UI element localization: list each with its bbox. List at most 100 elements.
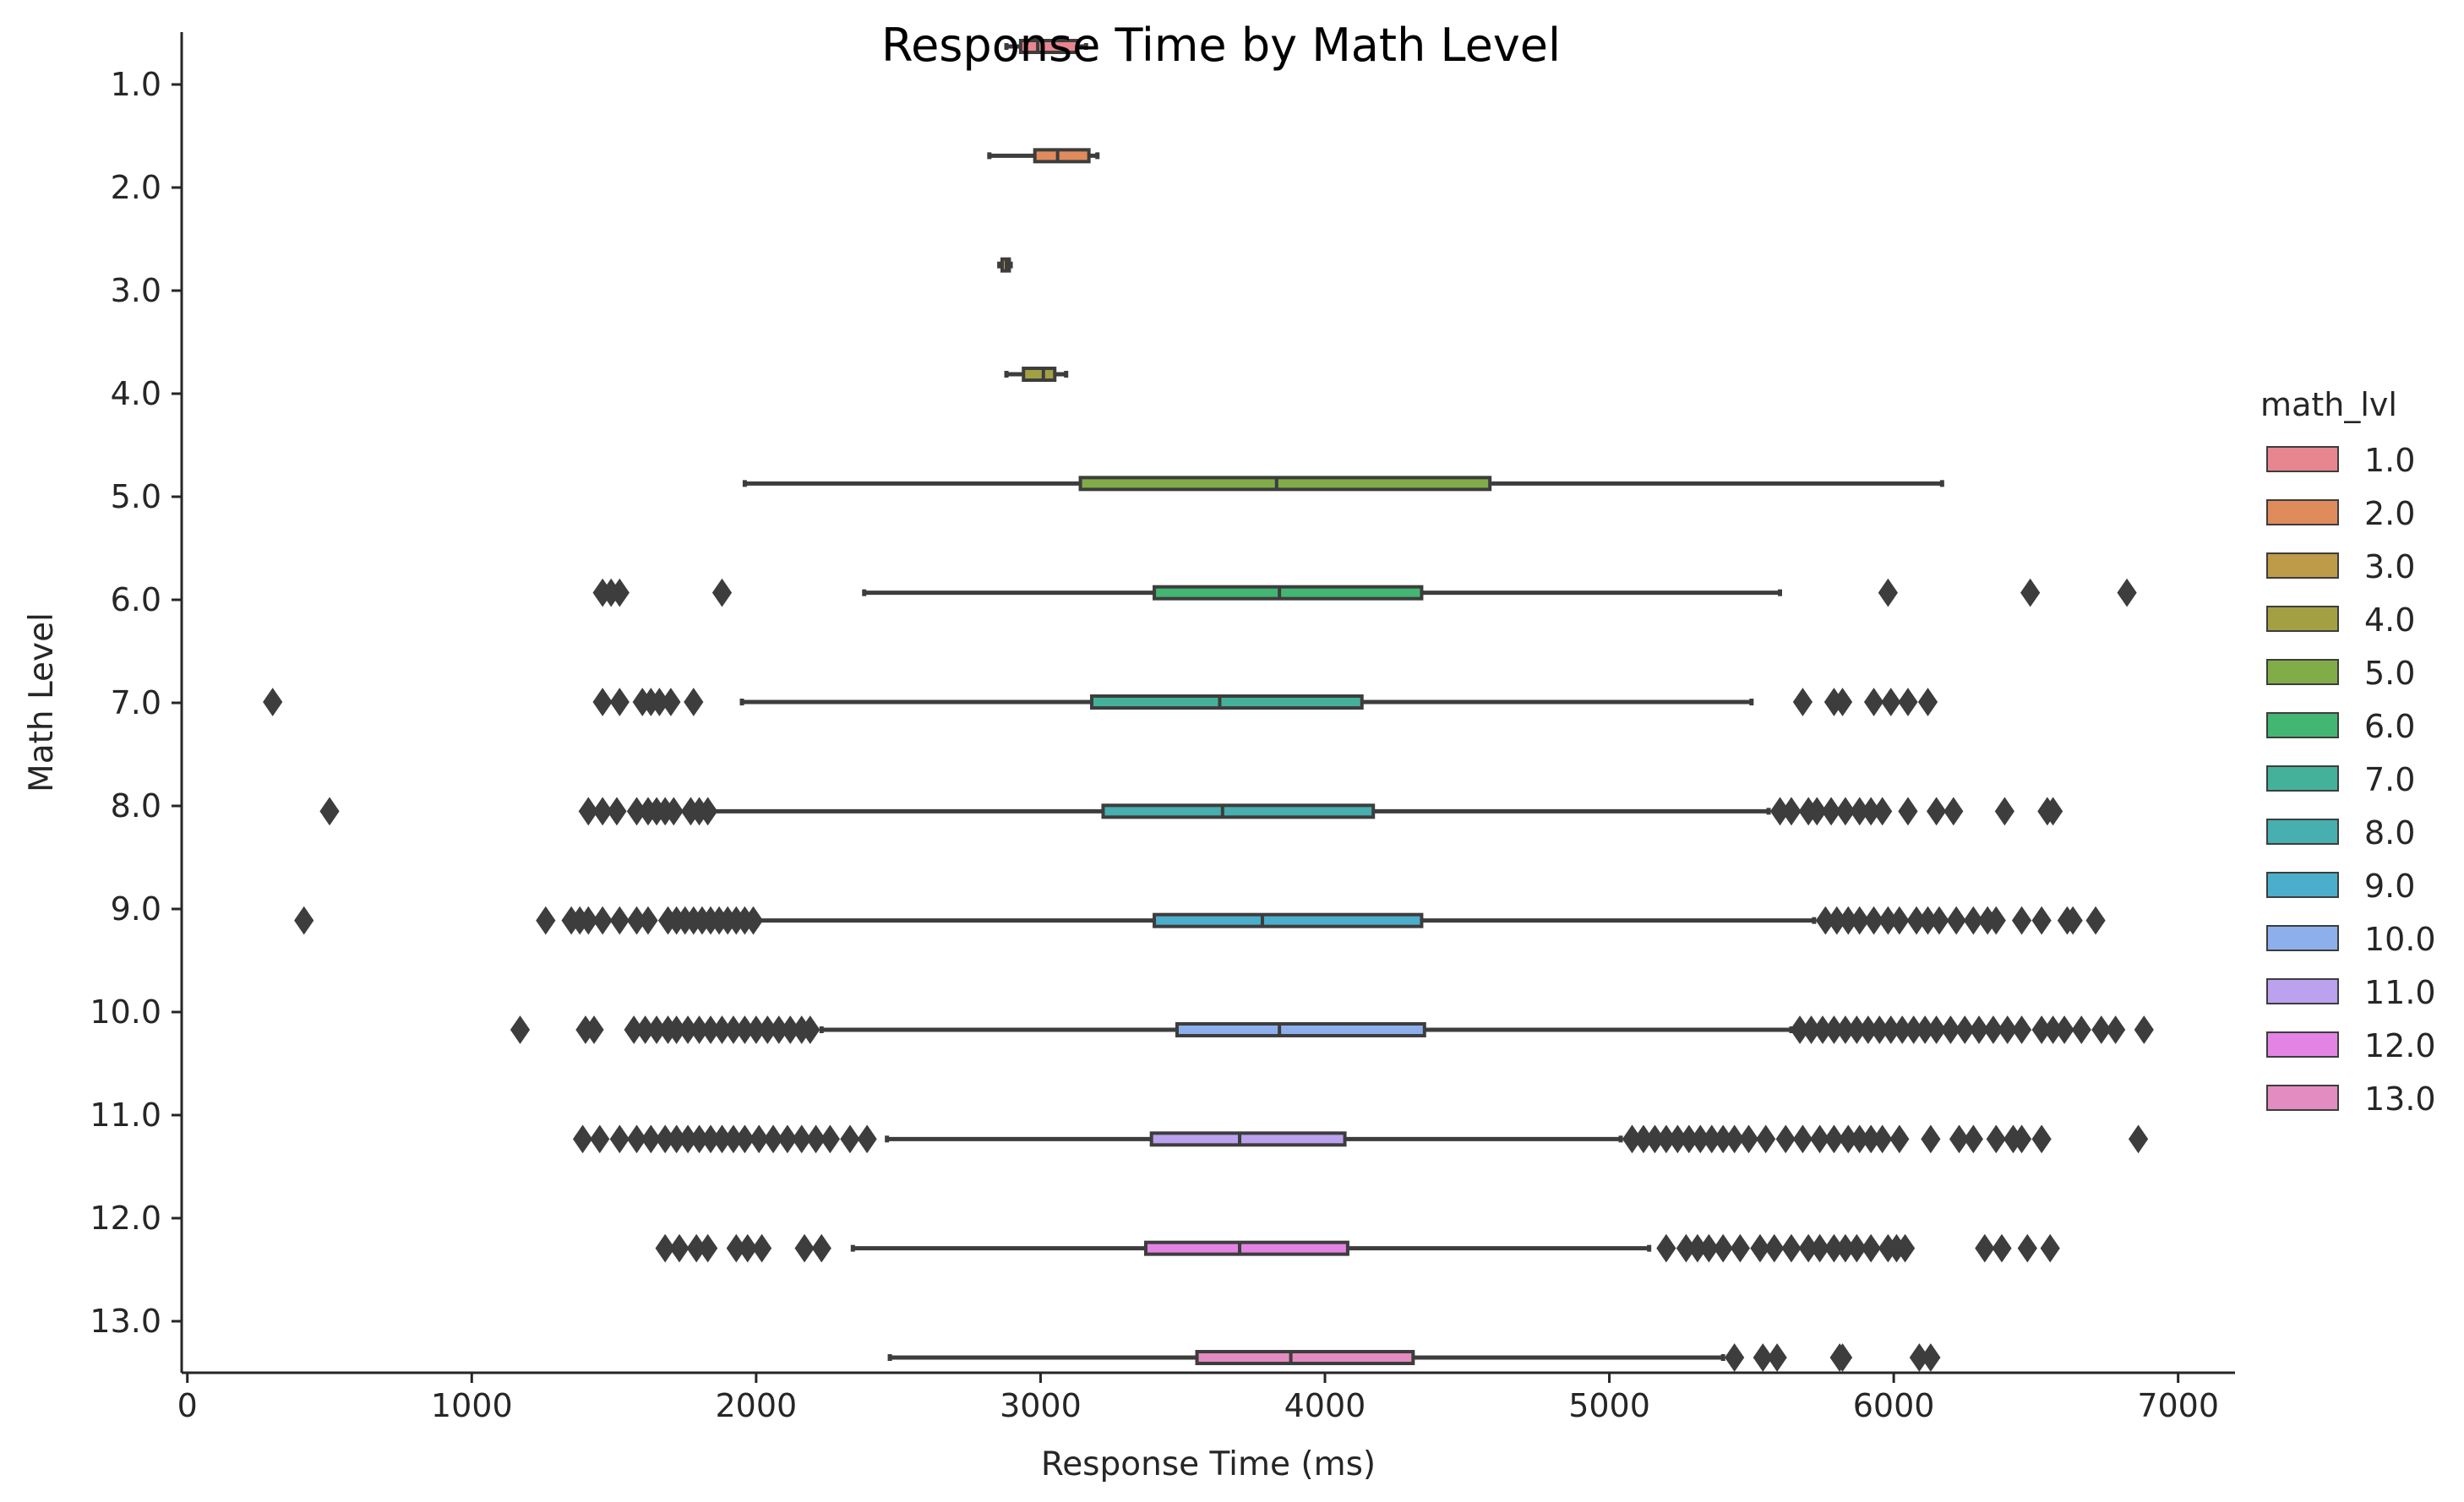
y-tick-label: 9.0 [111, 890, 161, 928]
outlier-point [857, 1124, 877, 1154]
outlier-point [1863, 906, 1884, 935]
legend-entry: 5.0 [2266, 655, 2415, 692]
outlier-point [1873, 1124, 1893, 1154]
outlier-point [1764, 1233, 1785, 1263]
box-group-5.0 [742, 476, 1944, 492]
outlier-point [294, 906, 314, 935]
y-tick-label: 6.0 [111, 581, 161, 618]
outlier-point [2042, 797, 2063, 826]
legend-entry: 2.0 [2266, 495, 2415, 532]
legend-label: 12.0 [2364, 1027, 2436, 1064]
chart-title: Response Time by Math Level [881, 19, 1561, 72]
outlier-point [1725, 1124, 1745, 1154]
box-iqr [1101, 803, 1376, 819]
outlier-point [2017, 1233, 2037, 1263]
outlier-point [1873, 797, 1893, 826]
y-tick-label: 1.0 [111, 66, 161, 103]
box-iqr [1033, 148, 1091, 164]
outlier-point [609, 906, 630, 935]
box-group-8.0 [319, 797, 2063, 826]
legend-swatch [2266, 712, 2339, 738]
y-tick-label: 5.0 [111, 478, 161, 515]
outlier-point [263, 688, 283, 716]
outlier-point [1943, 797, 1964, 826]
y-tick-label: 7.0 [111, 684, 161, 721]
outlier-point [2063, 906, 2083, 935]
outlier-point [1986, 1124, 2006, 1154]
legend-label: 10.0 [2364, 921, 2436, 958]
outlier-point [763, 1124, 783, 1154]
outlier-point [2128, 1124, 2149, 1154]
outlier-point [1921, 1124, 1941, 1154]
box-group-1.0 [1004, 39, 1088, 54]
outlier-point [1807, 797, 1827, 826]
outlier-point [536, 906, 556, 935]
x-tick-label: 6000 [1853, 1387, 1935, 1424]
outlier-point [794, 1233, 815, 1263]
outlier-point [319, 797, 340, 826]
x-tick-label: 1000 [431, 1387, 513, 1424]
box-group-9.0 [294, 906, 2106, 935]
outlier-point [1775, 1124, 1796, 1154]
outlier-point [1921, 1343, 1941, 1372]
box-group-3.0 [997, 257, 1013, 273]
box-group-4.0 [1004, 367, 1069, 382]
legend-label: 5.0 [2364, 655, 2415, 692]
outlier-point [1792, 1124, 1813, 1154]
box-group-13.0 [887, 1343, 1941, 1372]
outlier-point [1781, 797, 1802, 826]
legend-label: 9.0 [2364, 868, 2415, 905]
outlier-point [1821, 797, 1841, 826]
outlier-point [572, 1124, 593, 1154]
outlier-point [777, 1124, 798, 1154]
legend-swatch [2266, 446, 2339, 472]
outlier-point [1861, 1233, 1881, 1263]
outlier-point [1810, 1233, 1830, 1263]
y-tick-label: 11.0 [90, 1097, 161, 1134]
box-group-6.0 [592, 578, 2137, 607]
y-tick-label: 4.0 [111, 375, 161, 412]
axes-layer: 0 1000 2000 3000 4000 5000 6000 7000 1.0 2.0 3.0 4… [90, 32, 2235, 1424]
outlier-point [1835, 797, 1856, 826]
outlier-point [655, 1233, 675, 1263]
outlier-point [1781, 1233, 1802, 1263]
outlier-point [661, 688, 681, 716]
outlier-point [743, 906, 764, 935]
outlier-point [2134, 1015, 2154, 1044]
legend-entry: 13.0 [2266, 1080, 2436, 1118]
outlier-point [1898, 688, 1918, 716]
outlier-point [811, 1233, 831, 1263]
legend-label: 4.0 [2364, 601, 2415, 639]
outlier-point [1730, 1233, 1750, 1263]
outlier-point [1949, 1124, 1970, 1154]
box-iqr [1022, 367, 1057, 382]
y-tick-label: 2.0 [111, 169, 161, 206]
legend-entry: 8.0 [2266, 814, 2415, 852]
outlier-point [1698, 1233, 1719, 1263]
x-tick-label: 3000 [1000, 1387, 1082, 1424]
x-tick-label: 0 [177, 1387, 198, 1424]
outlier-point [711, 578, 733, 607]
legend-swatch [2266, 765, 2339, 792]
outlier-point [609, 688, 630, 716]
y-ticks: 1.0 2.0 3.0 4.0 5.0 6.0 7.0 8.0 9.0 10.0 11.0 12.0 1… [90, 66, 182, 1340]
legend: math_lvl 1.0 2.0 3.0 4.0 5.0 6.0 7.0 8.0 9.0 10.0… [2260, 386, 2436, 1118]
outlier-point [584, 1015, 604, 1044]
box-iqr [1195, 1350, 1415, 1365]
outlier-point [607, 797, 627, 826]
y-tick-label: 10.0 [90, 993, 161, 1031]
outlier-point [641, 1124, 661, 1154]
legend-entry: 10.0 [2266, 921, 2436, 958]
outlier-point [592, 906, 613, 935]
outlier-point [749, 1124, 769, 1154]
x-tick-label: 5000 [1568, 1387, 1650, 1424]
outlier-point [2020, 578, 2041, 607]
box-iqr [1153, 912, 1424, 928]
outlier-point [684, 688, 704, 716]
outlier-point [638, 906, 658, 935]
legend-entry: 1.0 [2266, 442, 2415, 479]
box-iqr [1143, 1240, 1349, 1256]
outlier-point [2117, 578, 2137, 607]
